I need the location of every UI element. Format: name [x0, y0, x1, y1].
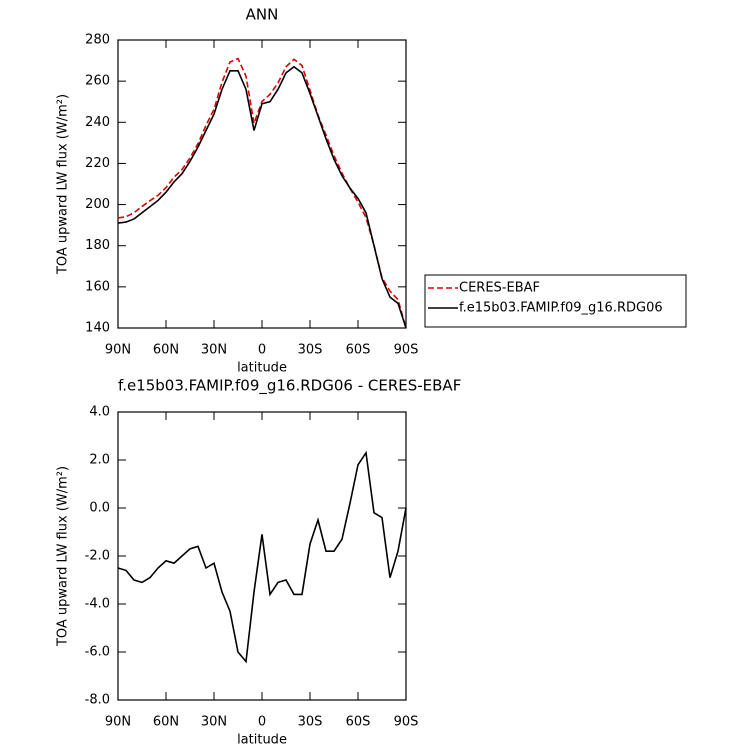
y-tick-label: -8.0	[85, 693, 110, 708]
x-tick-label: 60N	[153, 715, 179, 730]
data-line	[117, 65, 407, 329]
y-axis-label: TOA upward LW flux (W/m²)	[56, 94, 71, 275]
y-tick-label: -6.0	[85, 645, 110, 660]
y-tick-label: -4.0	[85, 597, 110, 612]
x-tick-label: 60N	[153, 343, 179, 358]
x-tick-label: 0	[258, 715, 266, 730]
y-axis-label: TOA upward LW flux (W/m²)	[56, 466, 71, 647]
y-tick-label: 140	[85, 321, 110, 336]
y-tick-label: 220	[85, 156, 110, 171]
y-tick-label: 280	[85, 33, 110, 48]
y-tick-label: 200	[85, 197, 110, 212]
y-tick-label: 2.0	[89, 453, 110, 468]
x-tick-label: 0	[258, 343, 266, 358]
x-tick-label: 90N	[105, 343, 131, 358]
x-tick-label: 30N	[201, 715, 227, 730]
legend-box	[424, 274, 687, 328]
y-tick-label: 4.0	[89, 405, 110, 420]
y-tick-label: 260	[85, 74, 110, 89]
x-axis-label: latitude	[237, 361, 287, 376]
plot-frame	[117, 39, 407, 329]
x-tick-label: 90S	[394, 343, 419, 358]
plot-frame	[117, 411, 407, 701]
y-tick-label: -2.0	[85, 549, 110, 564]
x-axis-label: latitude	[237, 733, 287, 748]
y-tick-label: 240	[85, 115, 110, 130]
x-tick-label: 30N	[201, 343, 227, 358]
y-tick-label: 180	[85, 238, 110, 253]
x-tick-label: 90N	[105, 715, 131, 730]
y-tick-label: 160	[85, 279, 110, 294]
x-tick-label: 60S	[346, 715, 371, 730]
data-line	[117, 57, 407, 329]
legend-label: CERES-EBAF	[459, 281, 540, 296]
x-tick-label: 30S	[298, 715, 323, 730]
chart-title: f.e15b03.FAMIP.f09_g16.RDG06 - CERES-EBA…	[118, 377, 461, 396]
legend-label: f.e15b03.FAMIP.f09_g16.RDG06	[459, 301, 663, 316]
data-line	[117, 450, 407, 664]
legend: CERES-EBAF f.e15b03.FAMIP.f09_g16.RDG06	[424, 274, 687, 328]
y-tick-label: 0.0	[89, 501, 110, 516]
x-tick-label: 60S	[346, 343, 371, 358]
chart-title: ANN	[246, 6, 279, 24]
x-tick-label: 90S	[394, 715, 419, 730]
x-tick-label: 30S	[298, 343, 323, 358]
